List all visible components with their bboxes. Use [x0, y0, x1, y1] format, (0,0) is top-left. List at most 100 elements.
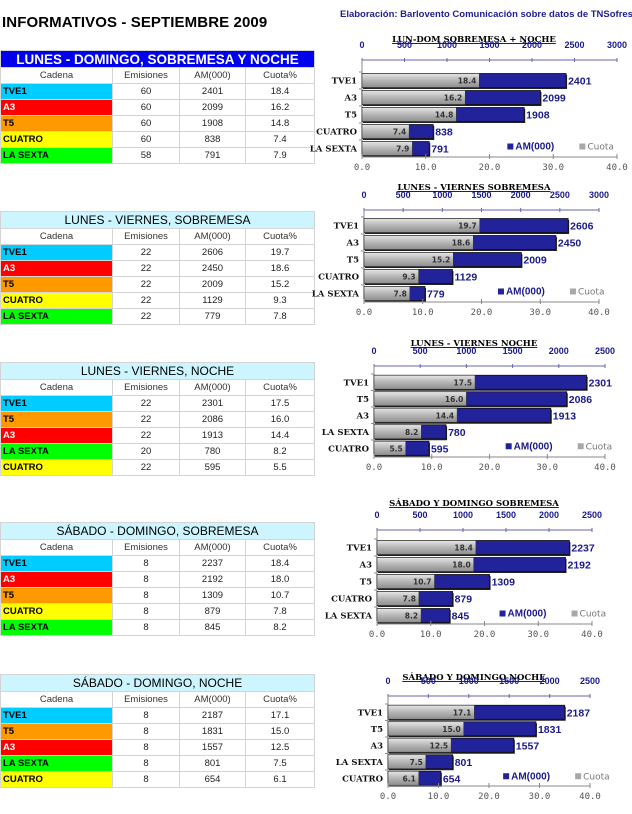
channel-cell: T5	[0, 115, 113, 132]
emisiones-cell: 60	[112, 115, 180, 132]
table-row: LA SEXTA 8 801 7.5	[0, 755, 316, 772]
cuota-bar[interactable]	[373, 391, 467, 407]
chart-svg: LUNES - VIERNES NOCHE 0 500 1000 1500 2000 250…	[322, 339, 616, 473]
table-title: LUNES - VIERNES, NOCHE	[0, 362, 315, 380]
cuota-cell: 5.5	[245, 459, 315, 476]
cuota-value-label: 17.1	[453, 708, 472, 717]
cuota-bar[interactable]	[376, 540, 477, 555]
am-value-label: 2086	[569, 394, 593, 406]
cuota-bar[interactable]	[361, 141, 413, 156]
chart-svg: LUNES - VIERNES SOBREMESA 0 500 1000 1500 200…	[312, 183, 610, 318]
cuota-bar[interactable]	[387, 754, 427, 770]
column-header: Cuota%	[245, 379, 315, 396]
cuota-bar[interactable]	[387, 704, 475, 720]
cuota-bar[interactable]	[376, 574, 435, 589]
am-value-label: 2401	[568, 76, 592, 88]
bar-chart: LUNES - VIERNES SOBREMESA 0 500 1000 1500 200…	[312, 180, 632, 330]
cuota-value-label: 15.2	[432, 256, 451, 265]
cuota-value-label: 7.8	[403, 595, 416, 604]
cuota-cell: 17.1	[244, 707, 316, 724]
cuota-bar[interactable]	[363, 269, 419, 284]
channel-cell: CUATRO	[0, 603, 113, 620]
am-value-label: 1309	[492, 577, 516, 589]
emisiones-cell: 22	[112, 308, 180, 325]
category-label: TVE1	[347, 544, 372, 554]
cuota-bar[interactable]	[387, 737, 452, 753]
am-cell: 1913	[179, 427, 246, 444]
table-row: CUATRO 60 838 7.4	[0, 131, 316, 148]
am-cell: 2450	[179, 260, 246, 277]
bottom-axis-tick-label: 30.0	[529, 308, 551, 318]
am-cell: 2099	[179, 99, 246, 116]
cuota-bar[interactable]	[387, 770, 420, 786]
cuota-bar[interactable]	[363, 235, 474, 250]
emisiones-cell: 8	[112, 555, 180, 572]
legend-am-swatch	[505, 443, 512, 450]
top-axis-tick-label: 1500	[499, 676, 519, 686]
cuota-bar[interactable]	[387, 721, 465, 737]
cuota-bar[interactable]	[373, 424, 422, 440]
bottom-axis-tick-label: 30.0	[529, 792, 551, 802]
table-title: SÁBADO - DOMINGO, SOBREMESA	[0, 522, 316, 540]
top-axis-tick-label: 500	[413, 346, 428, 356]
cuota-value-label: 17.5	[454, 378, 473, 387]
column-header: AM(000)	[179, 67, 246, 84]
cuota-value-label: 7.8	[394, 290, 407, 299]
cuota-value-label: 9.3	[402, 273, 415, 282]
am-cell: 801	[179, 755, 246, 772]
am-value-label: 1129	[454, 272, 477, 284]
am-value-label: 2237	[571, 543, 595, 555]
cuota-value-label: 8.2	[405, 428, 418, 437]
cuota-bar[interactable]	[363, 218, 481, 233]
table-row: TVE1 22 2606 19.7	[0, 244, 316, 261]
am-cell: 779	[179, 308, 246, 325]
bottom-axis-tick-label: 30.0	[527, 630, 549, 640]
cuota-cell: 7.8	[244, 308, 316, 325]
cuota-bar[interactable]	[376, 608, 422, 623]
am-cell: 654	[179, 771, 246, 788]
cuota-cell: 7.5	[244, 755, 316, 772]
top-axis-tick-label: 0	[385, 676, 390, 686]
top-axis-tick-label: 2500	[582, 510, 602, 520]
channel-cell: TVE1	[0, 707, 113, 724]
column-header: AM(000)	[179, 539, 246, 556]
legend-am-swatch	[507, 143, 514, 150]
cuota-bar[interactable]	[373, 440, 407, 456]
category-label: TVE1	[344, 378, 369, 388]
category-label: LA SEXTA	[336, 758, 384, 768]
legend-am-swatch	[503, 773, 510, 780]
table-header-row: Cadena Emisiones AM(000) Cuota%	[0, 228, 316, 245]
table-row: A3 8 2192 18.0	[0, 571, 316, 588]
cuota-bar[interactable]	[361, 107, 457, 122]
cuota-bar[interactable]	[376, 557, 475, 572]
channel-cell: T5	[0, 411, 113, 428]
cuota-bar[interactable]	[363, 286, 411, 301]
legend-am-label: AM(000)	[511, 771, 550, 782]
column-header: Cuota%	[244, 228, 316, 245]
bottom-axis-tick-label: 10.0	[412, 308, 434, 318]
cuota-value-label: 16.2	[444, 94, 463, 103]
top-axis-tick-label: 0	[359, 40, 364, 50]
legend-cuota-swatch	[579, 143, 586, 150]
cuota-cell: 10.7	[244, 587, 316, 604]
top-axis-tick-label: 2500	[564, 40, 584, 50]
cuota-value-label: 10.7	[413, 578, 432, 587]
legend-cuota-label: Cuota	[580, 610, 607, 620]
cuota-bar[interactable]	[361, 90, 466, 105]
cuota-bar[interactable]	[376, 591, 420, 606]
category-label: CUATRO	[342, 774, 383, 784]
cuota-bar[interactable]	[373, 374, 476, 390]
bottom-axis-tick-label: 20.0	[479, 463, 501, 473]
category-label: CUATRO	[331, 595, 372, 605]
chart-title: SÁBADO Y DOMINGO SOBREMESA	[389, 497, 559, 509]
cuota-bar[interactable]	[363, 252, 454, 267]
top-axis-tick-label: 500	[421, 676, 436, 686]
cuota-bar[interactable]	[373, 407, 458, 423]
cuota-bar[interactable]	[361, 124, 410, 139]
category-label: A3	[355, 411, 369, 421]
am-value-label: 1831	[538, 724, 562, 736]
cuota-bar[interactable]	[361, 73, 480, 88]
cuota-cell: 9.3	[244, 292, 316, 309]
chart-svg: LUN-DOM SOBREMESA + NOCHE 0 500 1000 1500 200…	[310, 35, 628, 173]
top-axis-tick-label: 3000	[589, 190, 609, 200]
